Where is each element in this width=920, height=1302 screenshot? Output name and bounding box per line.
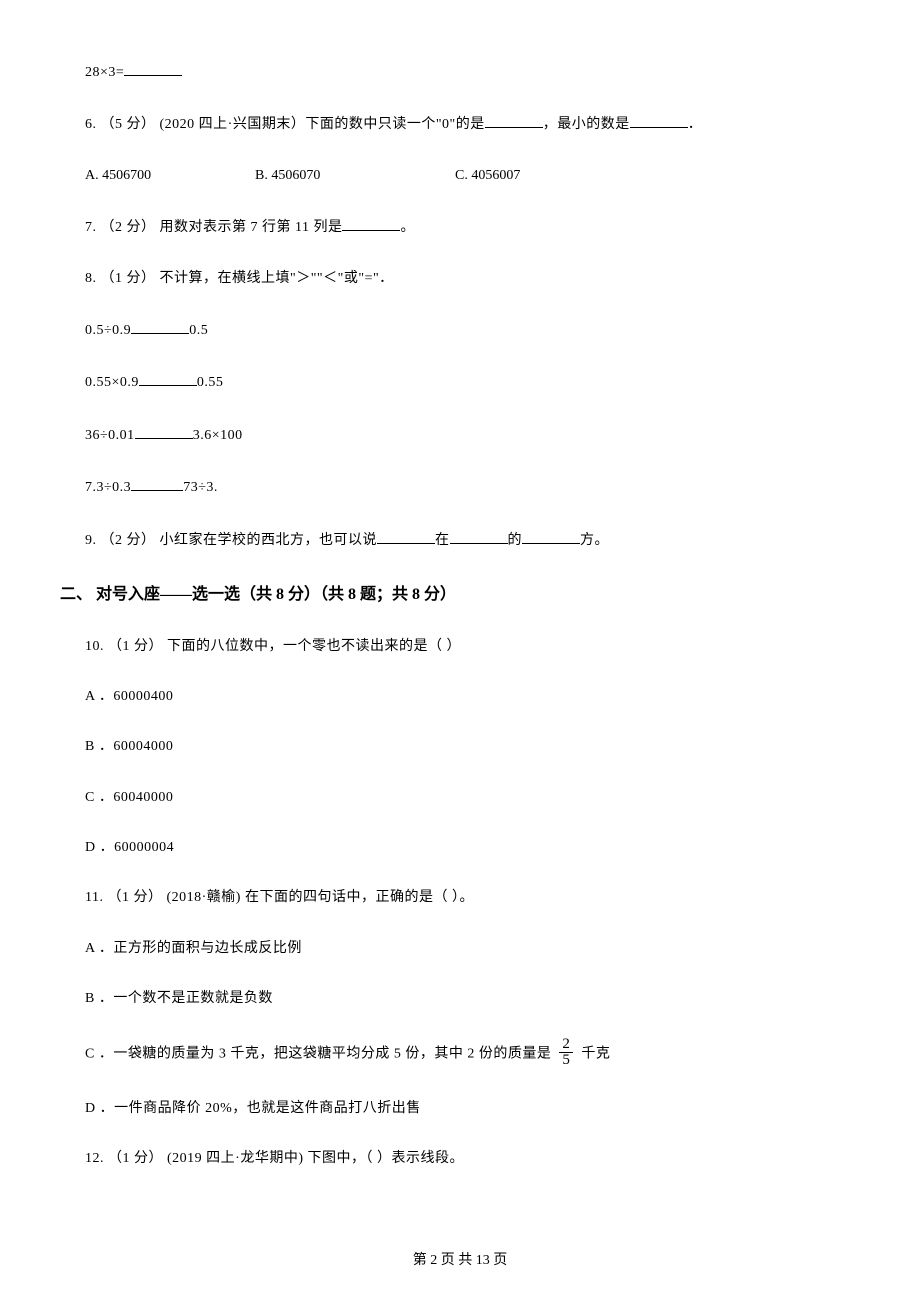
q9-blank2[interactable] [450,528,508,544]
q6-blank2[interactable] [630,112,688,128]
q9-mid1: 在 [435,533,450,548]
q11-stem: 11. （1 分） (2018·赣榆) 在下面的四句话中，正确的是（ ）。 [85,887,860,909]
q8-l4-right: 73÷3. [183,480,218,495]
q6-mid: ，最小的数是 [543,117,630,132]
q6-blank1[interactable] [485,112,543,128]
q9-mid2: 的 [508,533,523,548]
q11-c-post: 千克 [581,1046,610,1061]
q5-expression: 28×3= [85,60,860,84]
q9-prefix: 9. （2 分） 小红家在学校的西北方，也可以说 [85,533,377,548]
q8-l4-left: 7.3÷0.3 [85,480,131,495]
q12-stem: 12. （1 分） (2019 四上·龙华期中) 下图中，（ ）表示线段。 [85,1148,860,1170]
q11-c-pre: C ．一袋糖的质量为 3 千克，把这袋糖平均分成 5 份，其中 2 份的质量是 [85,1046,555,1061]
q10-option-c[interactable]: C ．60040000 [85,787,860,809]
q8-line3: 36÷0.01 3.6×100 [85,423,860,447]
q5-blank[interactable] [124,60,182,76]
q7-prefix: 7. （2 分） 用数对表示第 7 行第 11 列是 [85,220,342,235]
fraction-numerator: 2 [559,1037,573,1053]
fraction-denominator: 5 [559,1053,573,1068]
q7-suffix: 。 [400,220,415,235]
q8-line1: 0.5÷0.9 0.5 [85,318,860,342]
q8-l1-left: 0.5÷0.9 [85,323,131,338]
q6-suffix: ． [688,117,703,132]
q6-line: 6. （5 分） (2020 四上·兴国期末）下面的数中只读一个"0"的是 ，最小… [85,112,860,136]
q6-option-b[interactable]: B. 4506070 [255,165,455,187]
q8-l3-left: 36÷0.01 [85,428,135,443]
q8-line4: 7.3÷0.3 73÷3. [85,475,860,499]
q7-blank[interactable] [342,215,400,231]
q9-suffix: 方。 [580,533,609,548]
section2-heading: 二、 对号入座——选一选（共 8 分）（共 8 题；共 8 分） [60,582,860,608]
q5-text: 28×3= [85,65,124,80]
q8-l1-right: 0.5 [189,323,208,338]
q10-stem: 10. （1 分） 下面的八位数中，一个零也不读出来的是（ ） [85,636,860,658]
q10-option-a[interactable]: A ．60000400 [85,686,860,708]
q8-l2-blank[interactable] [139,370,197,386]
q11-option-c[interactable]: C ．一袋糖的质量为 3 千克，把这袋糖平均分成 5 份，其中 2 份的质量是 … [85,1039,860,1070]
q11-option-d[interactable]: D ．一件商品降价 20%，也就是这件商品打八折出售 [85,1098,860,1120]
q6-option-a[interactable]: A. 4506700 [85,165,255,187]
q6-options: A. 4506700 B. 4506070 C. 4056007 [85,165,860,187]
q6-prefix: 6. （5 分） (2020 四上·兴国期末）下面的数中只读一个"0"的是 [85,117,485,132]
q8-stem: 8. （1 分） 不计算，在横线上填"＞""＜"或"="． [85,268,860,290]
q9-blank3[interactable] [522,528,580,544]
q6-option-c[interactable]: C. 4056007 [455,165,860,187]
q8-line2: 0.55×0.9 0.55 [85,370,860,394]
fraction-icon: 2 5 [559,1037,573,1068]
q8-l1-blank[interactable] [131,318,189,334]
q8-l3-blank[interactable] [135,423,193,439]
q9-line: 9. （2 分） 小红家在学校的西北方，也可以说 在 的 方。 [85,528,860,552]
q7-line: 7. （2 分） 用数对表示第 7 行第 11 列是 。 [85,215,860,239]
q9-blank1[interactable] [377,528,435,544]
q10-option-d[interactable]: D ．60000004 [85,837,860,859]
q8-l2-right: 0.55 [197,375,224,390]
q10-option-b[interactable]: B ．60004000 [85,736,860,758]
q11-option-a[interactable]: A ．正方形的面积与边长成反比例 [85,938,860,960]
page-footer: 第 2 页 共 13 页 [0,1250,920,1272]
q11-option-b[interactable]: B ．一个数不是正数就是负数 [85,988,860,1010]
q8-l2-left: 0.55×0.9 [85,375,139,390]
q8-l3-right: 3.6×100 [193,428,243,443]
q8-l4-blank[interactable] [131,475,183,491]
